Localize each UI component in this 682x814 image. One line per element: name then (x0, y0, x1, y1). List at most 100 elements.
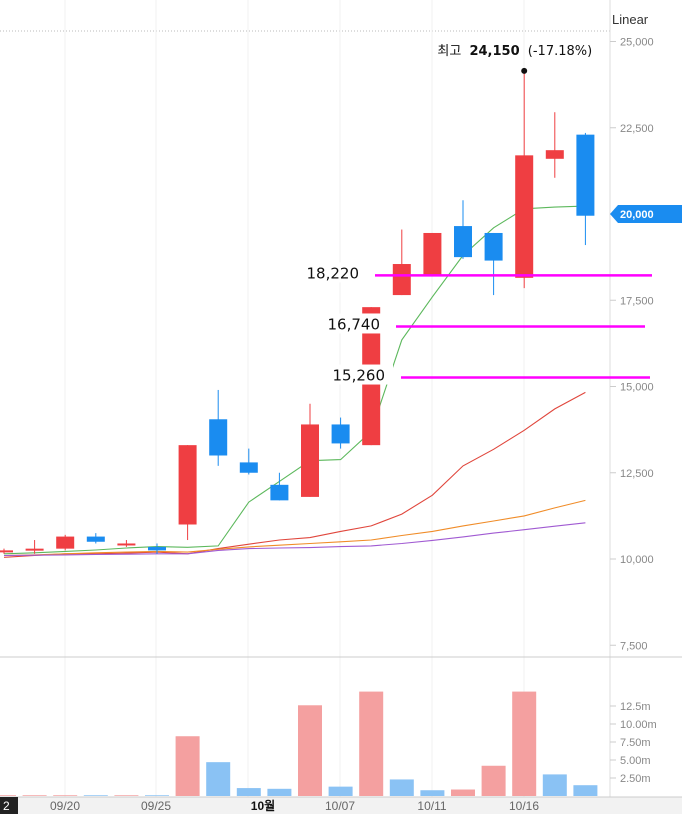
candle-15 (454, 200, 472, 259)
volume-bar-4 (114, 795, 139, 796)
candle-body-7 (209, 419, 228, 456)
candle-body-10 (301, 424, 319, 497)
volume-bar-18 (542, 774, 567, 796)
high-change: (-17.18%) (528, 44, 592, 59)
candle-18 (545, 112, 564, 178)
price-tick-label-2: 12,500 (620, 468, 654, 480)
xaxis-label-4: 10/07 (325, 799, 355, 813)
price-levels: 18,220 16,740 15,260 (301, 262, 652, 385)
volume-bar-3 (83, 795, 108, 796)
xaxis-date-badge (0, 797, 18, 814)
level-label-1: 16,740 (328, 315, 381, 333)
high-annotation: 최고 24,150 (-17.18%) (437, 44, 592, 74)
volume-bar-5 (145, 795, 169, 796)
xaxis-label-0: 2 (3, 799, 10, 813)
volume-bar-0 (0, 795, 16, 796)
candle-body-13 (392, 264, 411, 296)
volume-tick-label-2: 7.50m (620, 737, 651, 749)
volume-tick-label-4: 2.50m (620, 773, 651, 785)
high-prefix: 최고 (437, 44, 461, 59)
candle-body-19 (576, 134, 595, 216)
candle-body-6 (178, 445, 197, 525)
candle-body-14 (423, 232, 442, 277)
candle-2 (56, 534, 75, 551)
level-label-bg-1 (322, 313, 388, 334)
price-tick-label-1: 10,000 (620, 554, 654, 566)
price-tick-label-4: 17,500 (620, 295, 654, 307)
candle-6 (178, 445, 197, 541)
candle-body-5 (148, 546, 166, 551)
candle-11 (331, 417, 350, 449)
ma120-line (3, 522, 586, 557)
price-tick-label-3: 15,000 (620, 382, 654, 394)
candle-1 (25, 540, 44, 554)
volume-tick-label-3: 5.00m (620, 755, 651, 767)
candle-body-18 (545, 150, 564, 159)
volume-bar-6 (175, 736, 200, 796)
candle-8 (239, 448, 258, 475)
level-label-0: 18,220 (307, 264, 360, 282)
volume-bar-7 (206, 762, 231, 796)
xaxis-label-1: 09/20 (50, 799, 80, 813)
level-label-bg-0 (301, 262, 367, 283)
grid (64, 0, 525, 797)
last-price-badge-shape (610, 205, 682, 223)
price-tick-label-6: 22,500 (620, 123, 654, 135)
candles (0, 70, 595, 554)
volume-bar-9 (267, 788, 292, 796)
candle-7 (209, 389, 228, 466)
moving-averages (3, 205, 586, 558)
candle-9 (270, 472, 289, 501)
candle-10 (301, 403, 319, 497)
last-price-label: 20,000 (620, 209, 654, 221)
candle-5 (148, 543, 166, 554)
volume-bar-17 (512, 691, 537, 796)
candle-body-8 (239, 462, 258, 473)
volume-bar-14 (420, 790, 445, 796)
candle-0 (0, 548, 13, 554)
candle-body-9 (270, 484, 289, 501)
volume-bar-1 (22, 795, 47, 796)
scale-mode-toggle[interactable]: Linear (612, 8, 682, 30)
price-tick-label-0: 7,500 (620, 640, 648, 652)
last-price-badge: 20,000 (610, 205, 682, 223)
volume-bar-11 (328, 786, 353, 796)
level-label-bg-2 (327, 364, 393, 385)
scale-mode-label: Linear (612, 11, 649, 27)
xaxis-band (0, 797, 682, 814)
volume-bar-13 (389, 779, 414, 796)
volume-bar-8 (236, 788, 261, 796)
candle-body-11 (331, 424, 350, 444)
candle-13 (392, 229, 411, 296)
candle-body-16 (484, 232, 503, 261)
volume-pane (0, 691, 598, 796)
high-marker-dot (521, 67, 528, 74)
volume-bar-16 (481, 765, 506, 796)
candle-body-17 (515, 155, 534, 278)
candle-body-1 (25, 548, 44, 551)
candle-14 (423, 232, 442, 277)
candle-body-0 (0, 550, 13, 553)
ma20-line (3, 391, 586, 558)
volume-tick-label-1: 10.00m (620, 719, 657, 731)
xaxis-label-3: 10월 (251, 798, 275, 813)
time-axis: 2 09/20 09/25 10월 10/07 10/11 10/16 (0, 797, 539, 814)
high-value: 24,150 (469, 44, 519, 59)
candle-body-2 (56, 536, 75, 549)
price-tick-label-7: 25,000 (620, 37, 654, 49)
xaxis-label-2: 09/25 (141, 799, 171, 813)
volume-bar-19 (573, 785, 598, 796)
level-label-2: 15,260 (333, 367, 386, 385)
candle-3 (86, 533, 105, 544)
candle-body-15 (454, 226, 472, 258)
volume-bar-2 (53, 795, 78, 796)
candle-body-3 (86, 536, 105, 542)
xaxis-label-5: 10/11 (417, 799, 446, 813)
candle-4 (117, 540, 136, 547)
volume-bar-10 (298, 705, 322, 796)
volume-tick-label-0: 12.5m (620, 701, 651, 713)
candle-body-4 (117, 543, 136, 546)
price-axis: 7,500 10,000 12,500 15,000 17,500 20,000 22,50… (610, 37, 654, 652)
volume-bar-12 (359, 691, 384, 796)
